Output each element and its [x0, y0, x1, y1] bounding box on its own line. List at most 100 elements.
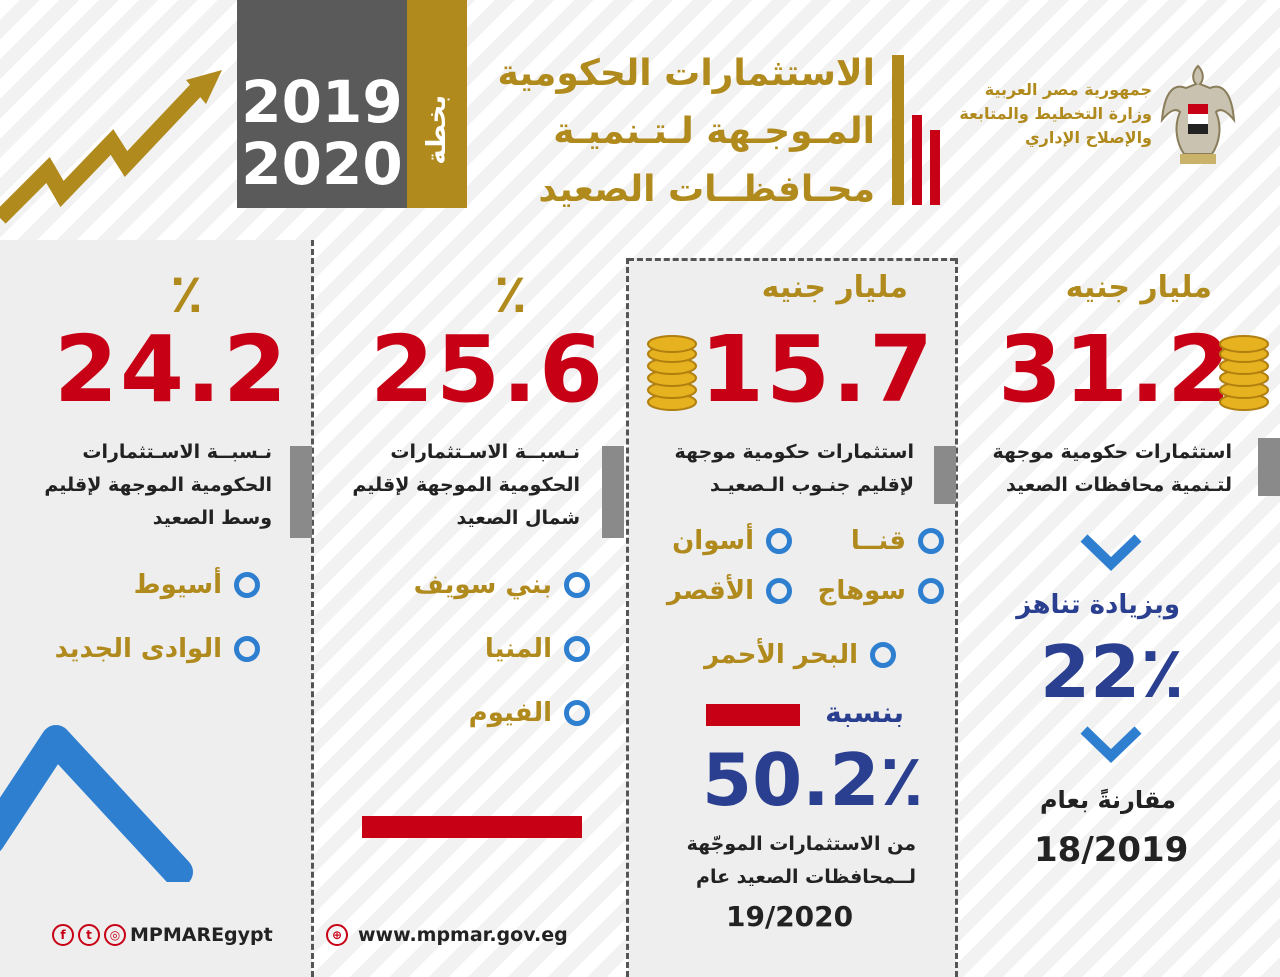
gov-label: قنــا: [850, 526, 906, 556]
website-link[interactable]: www.mpmar.gov.eg: [358, 924, 568, 946]
total-value: 31.2: [998, 316, 1233, 423]
north-bar: [362, 816, 582, 838]
chevron-down-icon: [1080, 726, 1142, 763]
south-grey-tab: [934, 446, 956, 504]
middle-pct-sign: ٪: [170, 262, 203, 325]
eagle-emblem-icon: [1160, 64, 1236, 164]
coin-stack-icon: [647, 335, 697, 411]
total-grey-tab: [1258, 438, 1280, 496]
bullet-circle-icon: [564, 636, 590, 662]
south-desc-line-2: لإقليم جنـوب الـصعيـد: [710, 474, 914, 496]
social-footer: f t ◎ MPMAREgypt: [52, 924, 273, 946]
facebook-icon[interactable]: f: [52, 924, 74, 946]
twitter-icon[interactable]: t: [78, 924, 100, 946]
bullet-circle-icon: [918, 578, 944, 604]
year-bottom: 2020: [241, 130, 403, 198]
north-pct-sign: ٪: [494, 262, 527, 325]
south-unit: مليار جنيه: [761, 270, 908, 305]
gov-label: أسوان: [672, 526, 754, 556]
bullet-circle-icon: [918, 528, 944, 554]
share-year: 19/2020: [726, 900, 854, 933]
gov-item-sohag: سوهاج: [818, 576, 944, 606]
gov-item-luxor: الأقصر: [667, 576, 792, 606]
gov-label: البحر الأحمر: [704, 640, 858, 670]
total-desc: استثمارات حكومية موجهة لتـنمية محافظات ا…: [952, 436, 1233, 502]
compare-year: 18/2019: [1034, 830, 1189, 870]
south-value: 15.7: [700, 316, 935, 423]
bullet-circle-icon: [564, 572, 590, 598]
north-desc: نـسبــة الاسـتثمارات الحكومية الموجهة لإ…: [300, 436, 580, 535]
share-label: بنسبة: [825, 696, 904, 729]
middle-value: 24.2: [54, 316, 289, 423]
gov-item-new-valley: الوادى الجديد: [55, 634, 260, 664]
middle-desc-line-3: وسط الصعيد: [152, 507, 272, 529]
north-grey-tab: [602, 446, 624, 538]
gov-label: سوهاج: [817, 576, 906, 606]
gov-item-qena: قنــا: [851, 526, 944, 556]
title-bar-gold: [892, 55, 904, 205]
year-top: 2019: [241, 68, 403, 136]
share-desc: من الاستثمارات الموجّهة لــمحافظات الصعي…: [616, 828, 916, 894]
ministry-line-3: والإصلاح الإداري: [1024, 128, 1152, 147]
rising-arrow-icon: [0, 70, 222, 224]
share-bar: [706, 704, 800, 726]
gov-label: الوادى الجديد: [54, 634, 222, 664]
bullet-circle-icon: [564, 700, 590, 726]
gov-label: أسيوط: [133, 570, 222, 600]
gov-item-assiut: أسيوط: [134, 570, 260, 600]
compare-label: مقارنةً بعام: [1039, 786, 1176, 814]
north-desc-line-1: نـسبــة الاسـتثمارات: [390, 441, 580, 463]
gov-item-beni-suef: بني سويف: [414, 570, 590, 600]
total-desc-line-1: استثمارات حكومية موجهة: [992, 441, 1233, 463]
title-line-1: الاستثمارات الحكومية: [497, 53, 876, 94]
middle-desc: نـسبــة الاسـتثمارات الحكومية الموجهة لإ…: [0, 436, 272, 535]
title-line-2: المـوجـهة لـتـنميـة: [553, 111, 875, 152]
middle-desc-line-1: نـسبــة الاسـتثمارات: [82, 441, 272, 463]
chevron-down-icon: [1080, 534, 1142, 571]
increase-label: وبزيادة تناهز: [1016, 590, 1180, 620]
middle-desc-line-2: الحكومية الموجهة لإقليم: [44, 474, 272, 496]
instagram-icon[interactable]: ◎: [104, 924, 126, 946]
year-box: [237, 0, 407, 208]
coin-stack-icon: [1219, 335, 1269, 411]
share-desc-line-2: لــمحافظات الصعيد عام: [696, 866, 916, 888]
south-desc: استثمارات حكومية موجهة لإقليم جنـوب الـص…: [634, 436, 915, 502]
plan-label-wrap: بخطة: [407, 60, 467, 200]
bullet-circle-icon: [234, 636, 260, 662]
social-handle[interactable]: MPMAREgypt: [130, 924, 273, 946]
north-desc-line-3: شمال الصعيد: [456, 507, 580, 529]
bullet-circle-icon: [766, 578, 792, 604]
website-footer: ⊕ www.mpmar.gov.eg: [326, 924, 568, 946]
bullet-circle-icon: [766, 528, 792, 554]
divider-middle-right: [311, 240, 314, 977]
chevron-up-decor-icon: [0, 725, 193, 882]
plan-box: [407, 0, 467, 208]
gov-item-fayoum: الفيوم: [469, 698, 590, 728]
increase-value: 22٪: [1040, 630, 1185, 714]
bullet-circle-icon: [870, 642, 896, 668]
total-unit: مليار جنيه: [1065, 270, 1212, 305]
ministry-line-1: جمهورية مصر العربية: [984, 80, 1152, 99]
share-value: 50.2٪: [702, 738, 924, 822]
ministry-line-2: وزارة التخطيط والمتابعة: [959, 104, 1152, 123]
gov-item-minya: المنيا: [485, 634, 590, 664]
north-desc-line-2: الحكومية الموجهة لإقليم: [352, 474, 580, 496]
ministry-block: جمهورية مصر العربية وزارة التخطيط والمتا…: [959, 78, 1152, 150]
divider-south-top: [628, 258, 956, 261]
dribbble-globe-icon: ⊕: [326, 924, 348, 946]
title-bar-red-1: [912, 115, 922, 205]
share-desc-line-1: من الاستثمارات الموجّهة: [686, 833, 916, 855]
middle-grey-tab: [290, 446, 312, 538]
gov-item-red-sea: البحر الأحمر: [704, 640, 896, 670]
gov-label: الفيوم: [468, 698, 552, 728]
bullet-circle-icon: [234, 572, 260, 598]
title-line-3: محـافظــات الصعيد: [538, 169, 875, 210]
plan-label: بخطة: [422, 95, 452, 165]
gov-item-aswan: أسوان: [672, 526, 792, 556]
total-desc-line-2: لتـنمية محافظات الصعيد: [1006, 474, 1232, 496]
south-desc-line-1: استثمارات حكومية موجهة: [674, 441, 915, 463]
gov-label: بني سويف: [413, 570, 552, 600]
gov-label: المنيا: [484, 634, 552, 664]
divider-south-right: [955, 258, 958, 977]
title-bar-red-2: [930, 130, 940, 205]
